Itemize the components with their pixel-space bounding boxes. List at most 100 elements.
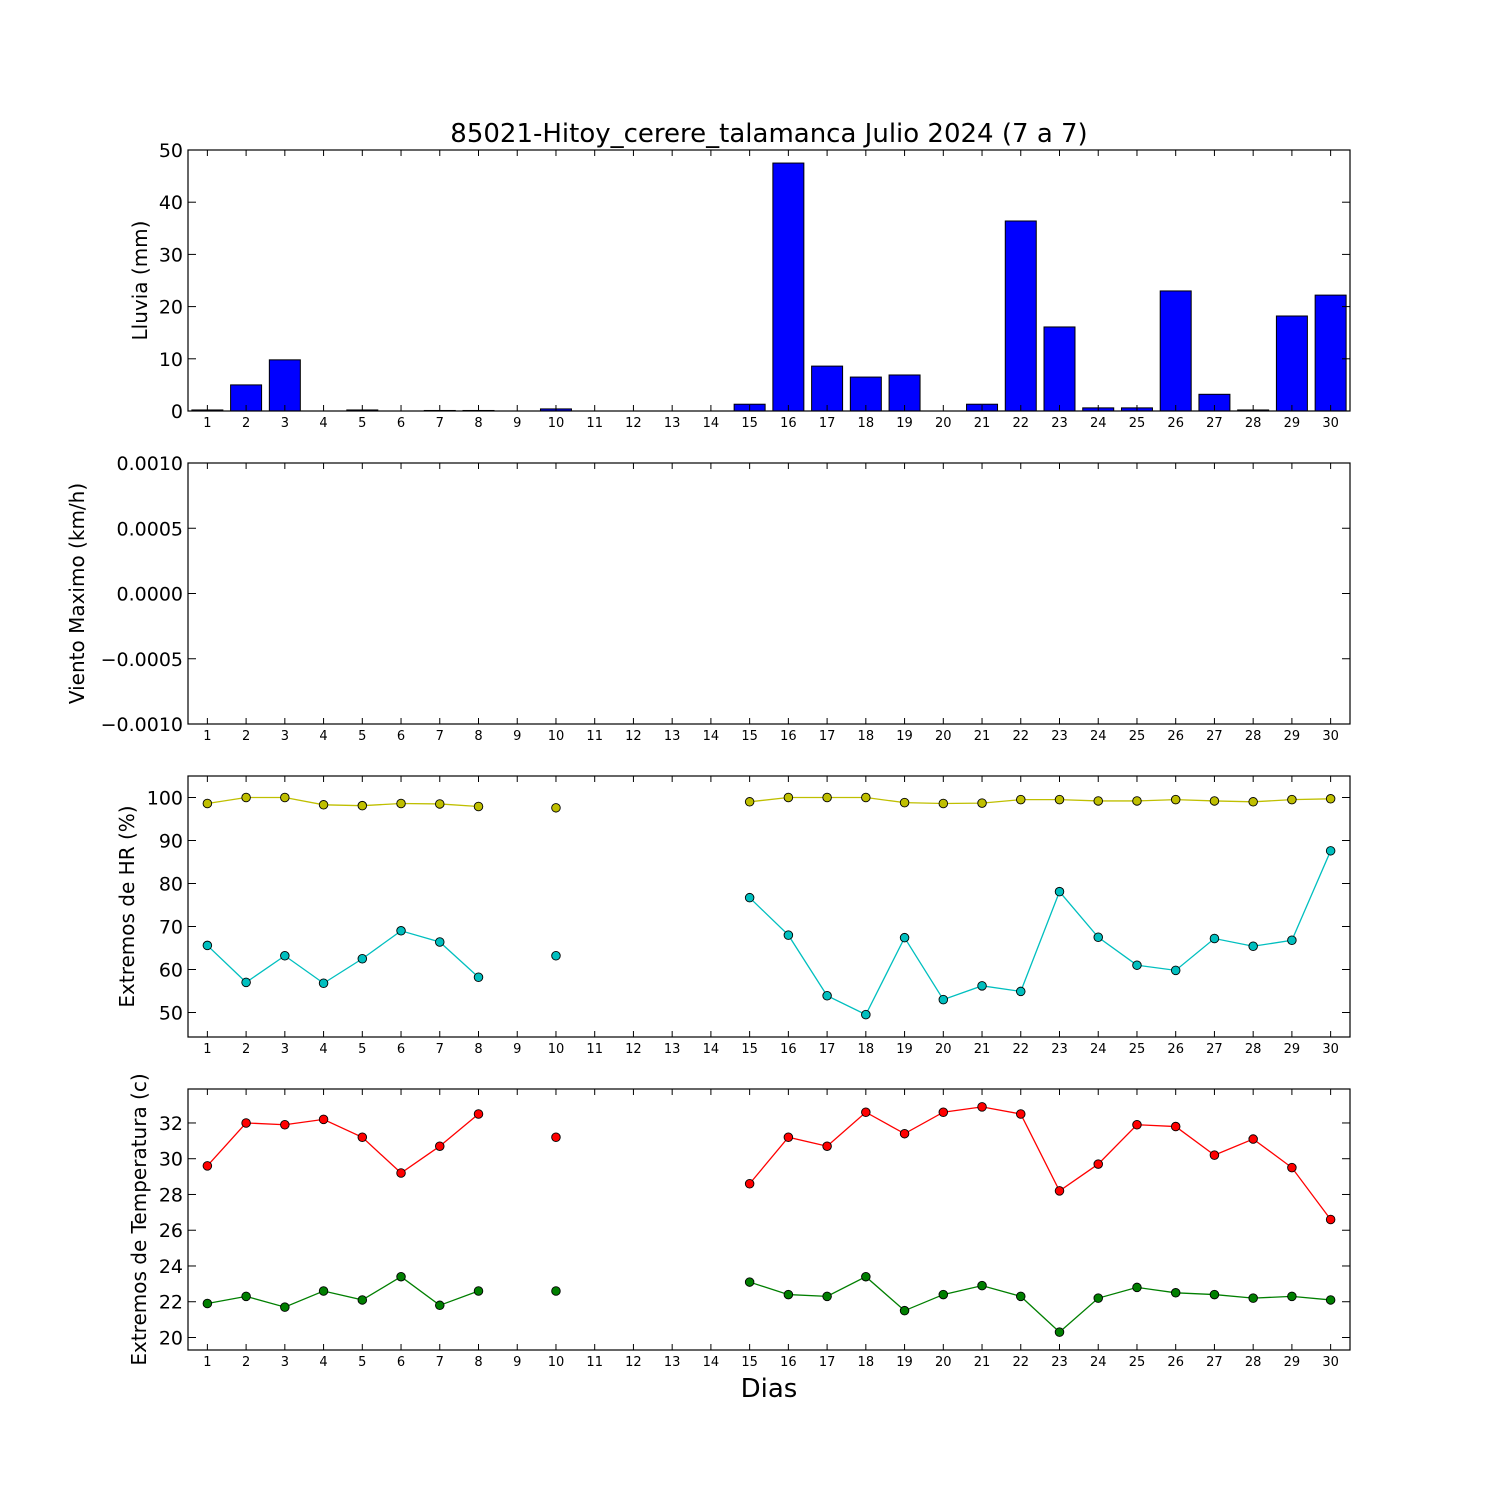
series-1-point-day-15 — [744, 797, 755, 807]
x-tick-label: 20 — [935, 1042, 952, 1057]
x-tick-label: 22 — [1012, 1355, 1029, 1370]
x-tick-label: 8 — [474, 1042, 482, 1057]
x-tick-label: 25 — [1129, 1042, 1146, 1057]
series-1-point-day-19 — [899, 797, 910, 808]
series-2-point-day-10 — [551, 950, 561, 961]
series-2-point-day-3 — [280, 1302, 290, 1312]
x-tick-label: 15 — [741, 1042, 758, 1057]
series-1-point-day-29 — [1287, 794, 1297, 805]
series-2-point-day-7 — [435, 937, 445, 947]
series-1-point-day-1 — [202, 798, 213, 809]
x-tick-label: 15 — [741, 416, 758, 431]
series-1-line — [749, 796, 1331, 805]
series-2-point-day-18 — [861, 1009, 871, 1020]
x-tick-label: 11 — [586, 416, 603, 431]
x-tick-label: 22 — [1012, 1042, 1029, 1057]
series-2-point-day-22 — [1016, 1291, 1026, 1302]
series-1-point-day-7 — [435, 1141, 445, 1151]
x-tick-label: 19 — [896, 1042, 913, 1057]
series-2-point-day-19 — [899, 932, 910, 943]
x-tick-label: 30 — [1322, 1355, 1339, 1370]
x-tick-label: 1 — [203, 729, 211, 744]
y-tick-label: 50 — [159, 140, 183, 162]
bar-day-2 — [230, 384, 263, 412]
panel-1-frame — [187, 149, 1351, 412]
series-1-point-day-20 — [938, 798, 949, 809]
x-tick-label: 7 — [436, 416, 444, 431]
x-tick-label: 26 — [1167, 416, 1184, 431]
x-tick-label: 14 — [703, 416, 720, 431]
x-tick-label: 18 — [858, 729, 875, 744]
y-tick-label: 50 — [159, 1002, 183, 1024]
x-tick-label: 2 — [242, 729, 250, 744]
bar-day-26 — [1159, 290, 1192, 412]
x-tick-label: 17 — [819, 416, 836, 431]
series-2-point-day-3 — [280, 950, 290, 961]
bar-day-3 — [268, 359, 301, 412]
series-2-point-day-4 — [318, 978, 329, 989]
x-tick-label: 2 — [242, 1042, 250, 1057]
x-tick-label: 21 — [974, 729, 991, 744]
y-tick-label: 26 — [159, 1220, 183, 1242]
series-1-point-day-30 — [1325, 1214, 1336, 1225]
y-tick-label: −0.0010 — [101, 714, 183, 736]
x-tick-label: 21 — [974, 1355, 991, 1370]
series-2-point-day-16 — [783, 1289, 794, 1300]
x-tick-label: 6 — [397, 416, 405, 431]
x-tick-label: 1 — [203, 416, 211, 431]
x-tick-label: 18 — [858, 1042, 875, 1057]
x-tick-label: 24 — [1090, 416, 1107, 431]
x-tick-label: 20 — [935, 416, 952, 431]
y-axis-label: Extremos de HR (%) — [115, 805, 139, 1007]
chart-title: 85021-Hitoy_cerere_talamanca Julio 2024 … — [450, 119, 1087, 149]
x-tick-label: 10 — [548, 416, 565, 431]
x-tick-label: 5 — [358, 729, 366, 744]
x-tick-label: 15 — [741, 1355, 758, 1370]
x-tick-label: 19 — [896, 729, 913, 744]
x-tick-label: 13 — [664, 729, 681, 744]
x-tick-label: 20 — [935, 729, 952, 744]
bar-day-19 — [888, 374, 921, 412]
x-tick-label: 20 — [935, 1355, 952, 1370]
series-2-point-day-17 — [822, 990, 832, 1001]
x-tick-label: 2 — [242, 1355, 250, 1370]
x-tick-label: 26 — [1167, 1355, 1184, 1370]
series-2-point-day-17 — [822, 1291, 832, 1302]
series-1-point-day-24 — [1093, 1159, 1103, 1169]
series-1-point-day-28 — [1248, 797, 1258, 807]
series-1-point-day-23 — [1054, 1186, 1065, 1196]
x-tick-label: 5 — [358, 1042, 366, 1057]
x-tick-label: 17 — [819, 1355, 836, 1370]
series-2-point-day-24 — [1093, 1293, 1103, 1303]
series-2-point-day-30 — [1325, 1295, 1336, 1305]
bar-day-30 — [1314, 294, 1347, 412]
series-2-line — [206, 930, 479, 985]
x-tick-label: 10 — [548, 729, 565, 744]
series-2-line — [749, 850, 1332, 1016]
x-tick-label: 5 — [358, 1355, 366, 1370]
panel-3-frame — [187, 775, 1351, 1038]
series-2-point-day-19 — [899, 1305, 910, 1316]
x-tick-label: 7 — [436, 1355, 444, 1370]
x-tick-label: 25 — [1129, 416, 1146, 431]
series-1-point-day-28 — [1248, 1134, 1258, 1144]
x-tick-label: 27 — [1206, 729, 1223, 744]
x-tick-label: 25 — [1129, 729, 1146, 744]
x-tick-label: 14 — [703, 1355, 720, 1370]
bar-day-23 — [1043, 326, 1076, 412]
bar-day-16 — [772, 162, 805, 412]
x-tick-label: 23 — [1051, 1355, 1068, 1370]
panel-4-frame — [187, 1088, 1351, 1351]
series-2-point-day-24 — [1093, 932, 1103, 942]
series-2-point-day-6 — [396, 926, 406, 936]
x-tick-label: 15 — [741, 729, 758, 744]
x-tick-label: 10 — [548, 1042, 565, 1057]
series-1-point-day-21 — [977, 798, 987, 808]
x-tick-label: 30 — [1322, 729, 1339, 744]
x-tick-label: 26 — [1167, 729, 1184, 744]
y-tick-label: 10 — [159, 349, 183, 371]
x-tick-label: 9 — [513, 729, 521, 744]
series-1-point-day-17 — [822, 1141, 832, 1151]
x-tick-label: 14 — [703, 1042, 720, 1057]
